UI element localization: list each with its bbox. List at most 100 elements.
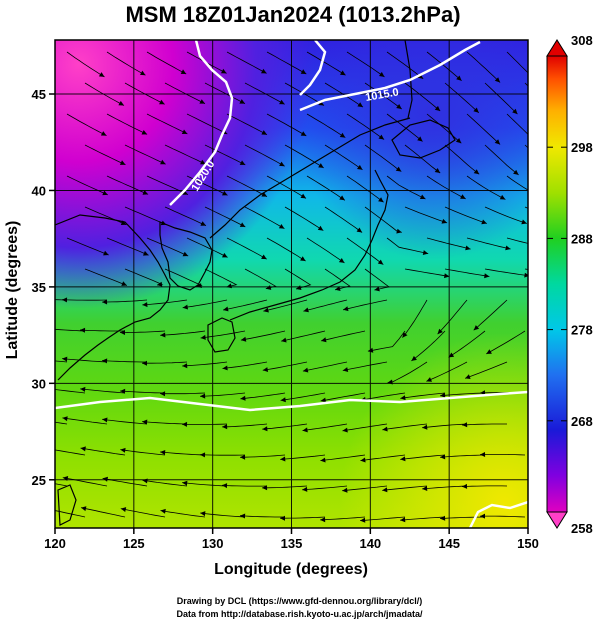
streamline-arrow-162 — [280, 456, 286, 462]
streamline-104 — [343, 299, 388, 311]
streamline-arrow-87 — [226, 283, 232, 289]
streamline-169 — [62, 477, 108, 487]
streamline-42 — [324, 144, 363, 171]
streamline-49 — [106, 175, 149, 195]
streamline-arrow-80 — [422, 250, 429, 255]
streamline-arrow-35 — [534, 140, 539, 145]
streamline-arrow-21 — [473, 107, 479, 113]
streamline-103 — [303, 299, 348, 312]
streamline-arrow-186 — [280, 515, 285, 521]
streamline-35 — [506, 113, 528, 135]
x-tick-label-140: 140 — [359, 536, 381, 551]
streamline-131 — [464, 361, 508, 379]
streamline-14 — [164, 82, 206, 104]
streamline-arrow-125 — [222, 365, 228, 371]
credit-line-1: Drawing by DCL (https://www.gfd-dennou.o… — [176, 596, 423, 606]
streamline-arrow-111 — [160, 332, 166, 338]
streamline-101 — [223, 299, 268, 311]
streamline-53 — [266, 175, 307, 199]
colorbar-top-cap — [546, 39, 568, 57]
streamline-arrow-154 — [422, 424, 428, 430]
streamline-arrow-94 — [524, 272, 528, 278]
streamline-arrow-36 — [119, 160, 126, 165]
streamline-57 — [426, 175, 466, 200]
streamline-arrow-123 — [142, 360, 147, 366]
gridlines — [55, 40, 528, 528]
streamline-121 — [62, 358, 108, 363]
streamline-61 — [124, 206, 167, 226]
streamline-109 — [79, 329, 125, 332]
streamline-1 — [106, 51, 146, 76]
streamline-41 — [284, 144, 324, 169]
streamline-arrow-127 — [302, 367, 309, 373]
streamline-arrow-108 — [40, 326, 45, 331]
streamline-arrow-84 — [121, 281, 127, 286]
streamline-126 — [262, 361, 308, 371]
streamline-arrow-56 — [419, 194, 426, 199]
y-tick-label-35: 35 — [32, 280, 46, 295]
streamline-arrow-79 — [377, 259, 384, 265]
streamline-78 — [306, 237, 345, 264]
contour-southeast — [468, 500, 528, 528]
streamline-arrow-101 — [223, 306, 229, 312]
streamline-arrow-134 — [120, 388, 126, 394]
streamline-arrow-17 — [318, 100, 324, 106]
colorbar-bottom-cap — [546, 511, 568, 529]
y-tick-label-40: 40 — [32, 183, 46, 198]
streamline-arrow-62 — [200, 221, 206, 226]
streamline-96 — [55, 299, 68, 301]
streamline-arrow-42 — [357, 164, 363, 170]
streamline-158 — [120, 449, 166, 456]
streamline-arrow-70 — [521, 219, 527, 225]
streamline-21 — [444, 82, 480, 113]
colorbar-body — [546, 55, 568, 513]
streamline-86 — [164, 268, 203, 287]
streamline-187 — [320, 516, 366, 521]
streamline-134 — [120, 390, 166, 394]
streamline-arrow-0 — [98, 72, 105, 77]
streamline-arrow-147 — [142, 419, 148, 425]
streamline-arrow-175 — [302, 486, 308, 492]
coast-taiwan — [57, 484, 77, 526]
streamline-188 — [360, 516, 406, 521]
x-axis: 120 125 130 135 140 145 150 — [44, 528, 539, 551]
streamline-arrow-90 — [335, 286, 341, 291]
streamline-arrow-185 — [240, 513, 246, 519]
streamline-152 — [342, 423, 388, 432]
streamline-24 — [66, 113, 107, 136]
streamline-arrow-98 — [102, 299, 108, 305]
streamline-arrow-88 — [265, 285, 272, 290]
streamline-arrow-60 — [120, 220, 127, 225]
streamline-184 — [200, 512, 246, 518]
streamline-39 — [204, 144, 246, 166]
streamline-arrow-77 — [300, 256, 306, 261]
streamline-arrow-55 — [378, 197, 384, 203]
streamline-72 — [66, 237, 109, 256]
streamline-arrow-168 — [23, 476, 28, 481]
streamline-arrow-45 — [473, 169, 480, 175]
streamline-116 — [367, 330, 406, 352]
streamline-arrow-113 — [240, 336, 247, 342]
streamline-120 — [55, 360, 68, 363]
contour-north — [299, 40, 327, 96]
streamline-119 — [486, 330, 526, 355]
cb-label-298: 298 — [571, 140, 593, 155]
streamline-34 — [466, 113, 501, 145]
streamline-93 — [444, 268, 490, 277]
streamline-125 — [222, 361, 268, 369]
streamline-19 — [364, 82, 402, 110]
streamline-arrow-150 — [262, 426, 268, 432]
streamline-175 — [302, 485, 348, 491]
streamline-149 — [222, 423, 268, 428]
streamline-arrow-130 — [426, 377, 432, 382]
streamline-154 — [422, 423, 468, 429]
streamline-40 — [244, 144, 285, 167]
streamline-arrow-66 — [356, 227, 363, 233]
streamline-arrow-155 — [462, 422, 468, 428]
streamline-arrow-152 — [342, 427, 348, 433]
streamline-50 — [146, 175, 189, 195]
streamline-166 — [440, 454, 486, 458]
streamline-arrow-97 — [62, 297, 68, 303]
streamline-arrow-117 — [411, 355, 417, 361]
streamline-127 — [302, 361, 348, 372]
